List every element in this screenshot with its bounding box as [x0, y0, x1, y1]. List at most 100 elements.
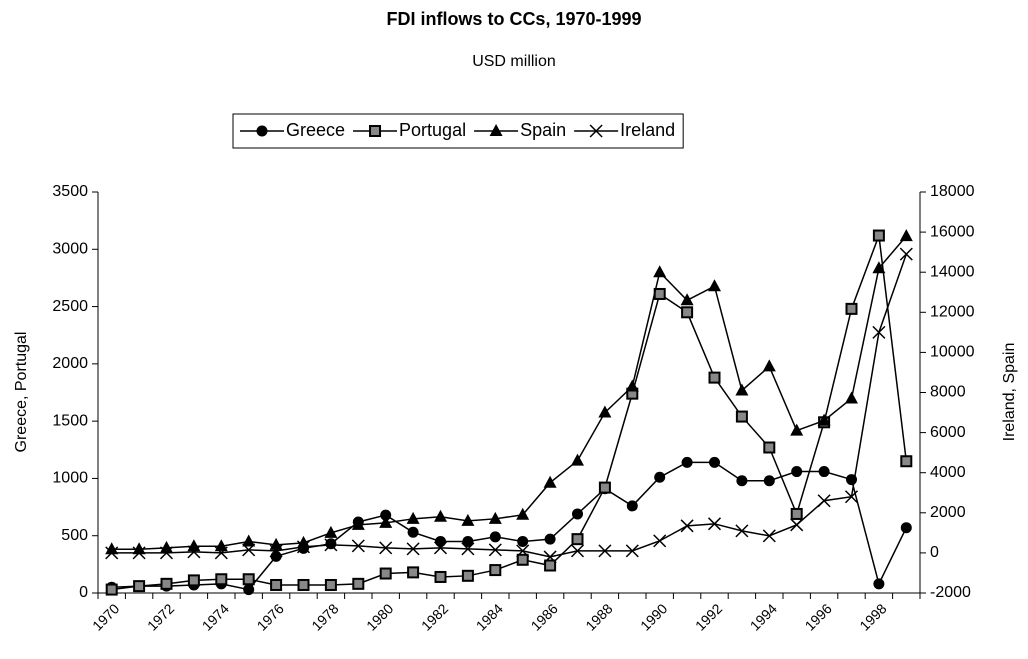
marker — [516, 544, 530, 558]
marker — [243, 584, 255, 596]
marker — [598, 405, 612, 418]
marker — [214, 546, 228, 560]
legend-label: Greece — [286, 120, 345, 140]
x-tick-label: 1988 — [582, 600, 615, 633]
marker — [625, 379, 639, 392]
marker — [516, 553, 529, 566]
x-tick-label: 1992 — [692, 600, 725, 633]
marker — [708, 371, 721, 384]
marker — [406, 542, 420, 556]
marker — [462, 535, 474, 547]
y2-tick-label: 16000 — [930, 223, 975, 240]
marker — [297, 578, 310, 591]
marker — [570, 544, 585, 558]
marker — [844, 490, 859, 504]
marker — [270, 578, 283, 591]
marker — [433, 541, 448, 555]
y-tick-label: 2500 — [52, 298, 88, 315]
marker — [324, 538, 338, 552]
marker — [817, 494, 831, 508]
series-line — [111, 235, 908, 591]
x-tick-label: 1976 — [253, 600, 286, 633]
marker — [625, 544, 639, 558]
y-tick-label: 500 — [61, 527, 88, 544]
marker — [435, 535, 446, 547]
marker — [572, 508, 583, 520]
marker — [709, 456, 720, 468]
y-tick-label: 2000 — [52, 355, 88, 372]
marker — [461, 542, 475, 556]
legend-marker — [489, 124, 503, 136]
marker — [653, 534, 667, 548]
marker — [351, 517, 365, 530]
x-tick-label: 1996 — [801, 600, 834, 633]
marker — [626, 500, 638, 512]
marker — [791, 466, 803, 478]
legend-marker — [369, 125, 382, 137]
marker — [763, 441, 776, 454]
y2-tick-label: -2000 — [930, 584, 971, 601]
marker — [817, 413, 831, 426]
marker — [489, 564, 502, 577]
marker — [461, 569, 474, 582]
y-tick-label: 1000 — [52, 470, 88, 487]
marker — [872, 261, 886, 274]
marker — [352, 577, 365, 590]
y2-axis-title: Ireland, Spain — [1001, 343, 1018, 442]
y2-tick-label: 14000 — [930, 263, 975, 280]
marker — [159, 546, 174, 560]
marker — [488, 511, 502, 524]
marker — [407, 566, 420, 579]
y-tick-label: 3000 — [52, 241, 88, 258]
x-tick-label: 1972 — [144, 600, 177, 633]
legend-marker — [589, 124, 603, 138]
marker — [325, 538, 337, 550]
x-tick-label: 1982 — [418, 600, 451, 633]
marker — [544, 559, 557, 572]
y-axis-title: Greece, Portugal — [13, 332, 30, 453]
x-tick-label: 1994 — [747, 600, 780, 633]
marker — [215, 573, 228, 586]
marker — [680, 293, 694, 306]
marker — [681, 306, 694, 319]
x-tick-label: 1980 — [363, 600, 396, 633]
marker — [543, 550, 557, 564]
marker — [214, 539, 228, 552]
marker — [516, 507, 530, 520]
y2-tick-label: 8000 — [930, 384, 966, 401]
marker — [187, 574, 200, 587]
marker — [105, 542, 119, 555]
marker — [242, 543, 256, 557]
legend-marker — [256, 125, 268, 137]
marker — [296, 540, 311, 554]
marker — [680, 519, 694, 533]
marker — [845, 302, 858, 315]
marker — [708, 279, 721, 292]
marker — [653, 287, 666, 300]
y-tick-label: 0 — [79, 584, 88, 601]
marker — [707, 517, 722, 531]
y-tick-label: 1500 — [52, 412, 88, 429]
marker — [681, 456, 693, 468]
y2-tick-label: 6000 — [930, 424, 966, 441]
legend: Greece Portugal Spain Ireland — [232, 113, 684, 149]
marker — [379, 541, 393, 555]
marker — [407, 526, 419, 538]
marker — [763, 475, 775, 487]
marker — [351, 539, 365, 553]
marker — [187, 539, 201, 552]
marker — [105, 583, 118, 596]
marker — [489, 531, 501, 543]
marker — [598, 481, 611, 494]
y2-tick-label: 10000 — [930, 344, 975, 361]
marker — [900, 455, 913, 468]
marker — [517, 535, 529, 547]
y-tick-label: 3500 — [52, 183, 88, 200]
marker — [132, 546, 146, 560]
marker — [735, 383, 749, 396]
marker — [324, 525, 338, 538]
marker — [434, 509, 447, 522]
y2-tick-label: 2000 — [930, 504, 966, 521]
marker — [899, 247, 913, 261]
x-tick-label: 1974 — [199, 600, 232, 633]
